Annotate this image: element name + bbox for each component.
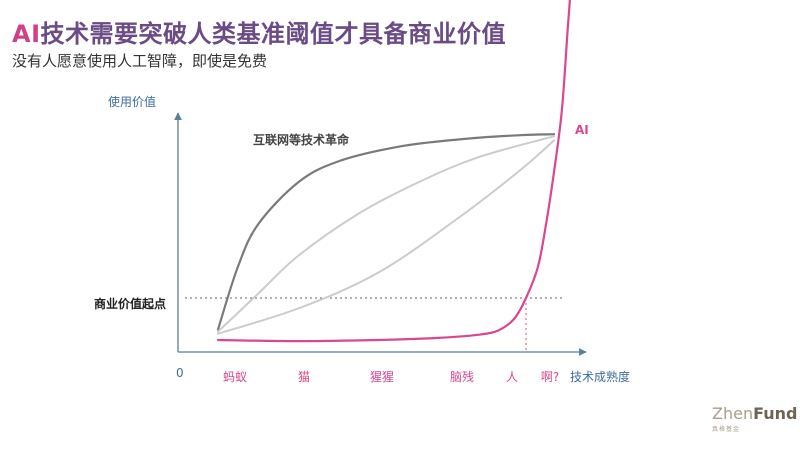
series-line-dark-0 xyxy=(216,133,556,331)
origin-label: 0 xyxy=(176,366,184,380)
series-line-light-1 xyxy=(217,135,555,333)
series-line-ai xyxy=(216,0,571,343)
zhenfund-logo: ZhenFund 真格基金 xyxy=(712,404,797,436)
slide-title: AI技术需要突破人类基准阈值才具备商业价值 xyxy=(12,14,506,49)
logo-zhen: Zhen xyxy=(712,404,754,423)
x-category-label: 人 xyxy=(506,370,518,384)
x-axis-label: 技术成熟度 xyxy=(570,369,630,384)
logo-sub: 真格基金 xyxy=(712,426,741,433)
title-text: 技术需要突破人类基准阈值才具备商业价值 xyxy=(40,20,507,48)
y-axis-label: 使用价值 xyxy=(108,94,156,109)
x-category-label: 猩猩 xyxy=(370,369,394,384)
slide-subtitle: 没有人愿意使用人工智障，即使是免费 xyxy=(12,52,268,70)
title-ai-prefix: AI xyxy=(12,20,41,48)
logo-fund: Fund xyxy=(753,404,798,423)
threshold-label: 商业价值起点 xyxy=(94,296,166,311)
series-label-ai: AI xyxy=(575,123,589,137)
x-category-label: 猫 xyxy=(298,370,310,384)
series-label-internet: 互联网等技术革命 xyxy=(253,132,350,147)
x-category-label: 蚂蚁 xyxy=(223,369,247,384)
x-category-label: 脑残 xyxy=(450,370,474,384)
x-category-label: 啊? xyxy=(541,370,559,384)
series-line-light-2 xyxy=(217,139,555,335)
